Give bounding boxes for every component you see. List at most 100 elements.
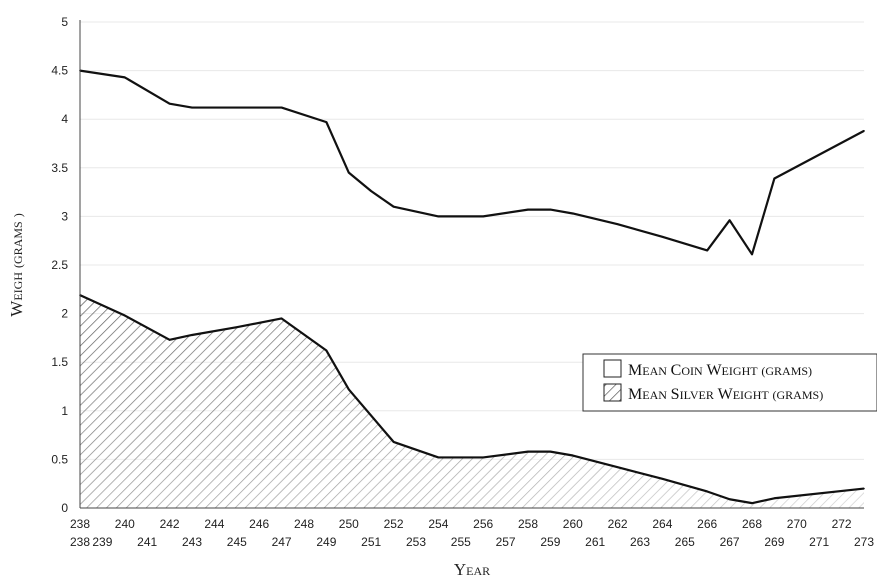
data-point-silver-4 [236, 326, 238, 329]
data-point-silver-3 [191, 334, 193, 336]
x-axis-title: YEAR [454, 560, 490, 579]
data-point-silver-9 [437, 456, 440, 459]
x-tick-bottom-4: 245 [227, 535, 247, 549]
x-tick-bottom-9: 255 [451, 535, 471, 549]
x-tick-bottom-14: 265 [675, 535, 695, 549]
x-tick-top-6: 250 [339, 517, 359, 531]
y-tick-label-0: 0 [61, 501, 68, 515]
data-point-silver-15 [661, 478, 664, 480]
y-tick-label-8: 4 [61, 112, 68, 126]
data-point-coin-12 [527, 208, 529, 211]
data-point-silver-7 [348, 388, 350, 391]
x-tick-top-1: 240 [115, 517, 135, 531]
y-tick-label-4: 2 [61, 307, 68, 321]
x-tick-top-3: 244 [204, 517, 224, 531]
y-tick-labels: 0 0.5 1 1.5 2 2.5 3 3.5 4 4.5 5 [51, 15, 68, 515]
x-tick-top-14: 266 [697, 517, 717, 531]
x-tick-top-2: 242 [160, 517, 180, 531]
x-tick-bottom-8: 253 [406, 535, 426, 549]
data-point-silver-6 [325, 349, 328, 352]
x-tick-bottom-12: 261 [585, 535, 605, 549]
y-tick-label-9: 4.5 [51, 64, 68, 78]
series-area-fade-silver [80, 295, 864, 508]
data-point-coin-9 [392, 205, 395, 208]
x-tick-bottom-7: 251 [361, 535, 381, 549]
x-tick-bottom-0: 238 [70, 535, 90, 549]
x-tick-bottom-11: 259 [540, 535, 560, 549]
y-tick-label-3: 1.5 [51, 355, 68, 369]
x-tick-labels: 238 240 242 244 246 248 250 252 254 256 258 260 262 2… [70, 517, 874, 549]
x-tick-top-8: 254 [428, 517, 448, 531]
data-point-silver-14 [616, 466, 619, 468]
x-tick-top-11: 260 [563, 517, 583, 531]
data-point-coin-1 [124, 76, 126, 79]
data-point-silver-1 [124, 314, 126, 317]
data-point-silver-8 [392, 441, 395, 443]
data-point-silver-10 [482, 456, 485, 459]
data-point-coin-11 [482, 215, 485, 218]
x-tick-top-17: 272 [832, 517, 852, 531]
y-tick-label-1: 0.5 [51, 452, 68, 466]
y-tick-label-2: 1 [61, 404, 68, 418]
data-point-coin-18 [728, 219, 731, 222]
data-point-coin-3 [191, 106, 193, 109]
data-point-coin-13 [549, 208, 552, 211]
x-tick-bottom-18: 273 [854, 535, 874, 549]
data-point-silver-19 [773, 497, 776, 500]
x-tick-bottom-3: 243 [182, 535, 202, 549]
x-tick-top-5: 248 [294, 517, 314, 531]
series-line-coin [79, 69, 865, 256]
legend-label-silver: MEAN SILVER WEIGHT (GRAMS) [628, 386, 823, 403]
data-point-silver-13 [572, 454, 574, 457]
x-tick-bottom-1: 239 [92, 535, 112, 549]
x-tick-bottom-17: 271 [809, 535, 829, 549]
data-point-silver-18 [751, 502, 753, 504]
y-axis-title: WEIGH (GRAMS ) [7, 213, 26, 316]
x-tick-top-13: 264 [652, 517, 672, 531]
x-tick-bottom-6: 249 [316, 535, 336, 549]
y-tick-label-6: 3 [61, 209, 68, 223]
x-tick-bottom-10: 257 [496, 535, 516, 549]
legend-swatch-silver [603, 383, 622, 402]
x-tick-top-15: 268 [742, 517, 762, 531]
x-tick-bottom-2: 241 [137, 535, 157, 549]
x-tick-bottom-5: 247 [272, 535, 292, 549]
data-point-coin-8 [370, 190, 373, 192]
x-tick-top-4: 246 [249, 517, 269, 531]
x-tick-bottom-16: 269 [764, 535, 784, 549]
axes [79, 20, 864, 509]
x-tick-top-12: 262 [608, 517, 628, 531]
data-point-silver-5 [280, 317, 283, 320]
data-point-coin-17 [706, 249, 708, 252]
y-tick-label-5: 2.5 [51, 258, 68, 272]
x-tick-top-9: 256 [473, 517, 493, 531]
data-point-silver-2 [168, 339, 171, 341]
x-tick-top-16: 270 [787, 517, 807, 531]
silver-area-layer [80, 295, 864, 508]
data-point-coin-5 [280, 106, 283, 109]
x-tick-top-10: 258 [518, 517, 538, 531]
data-point-coin-20 [773, 177, 776, 180]
legend-swatch-coin [603, 359, 622, 378]
data-point-silver-11 [527, 450, 529, 453]
x-tick-bottom-13: 263 [630, 535, 650, 549]
x-tick-bottom-15: 267 [720, 535, 740, 549]
legend-frame [582, 353, 877, 412]
data-point-coin-4 [236, 106, 238, 109]
data-point-coin-16 [661, 236, 664, 238]
data-point-silver-17 [728, 498, 731, 501]
data-point-coin-19 [751, 253, 753, 256]
data-point-silver-12 [549, 450, 552, 453]
x-tick-top-0: 238 [70, 517, 90, 531]
data-point-coin-15 [616, 223, 619, 225]
y-tick-label-7: 3.5 [51, 161, 68, 175]
data-point-coin-14 [572, 212, 574, 215]
data-point-coin-7 [348, 171, 350, 174]
data-point-coin-10 [437, 215, 440, 218]
legend-label-coin: MEAN COIN WEIGHT (GRAMS) [628, 362, 812, 379]
data-point-coin-6 [325, 121, 328, 123]
legend: MEAN COIN WEIGHT (GRAMS) MEAN SILVER WEI… [582, 353, 877, 412]
y-tick-label-10: 5 [61, 15, 68, 29]
data-point-coin-2 [168, 102, 171, 105]
